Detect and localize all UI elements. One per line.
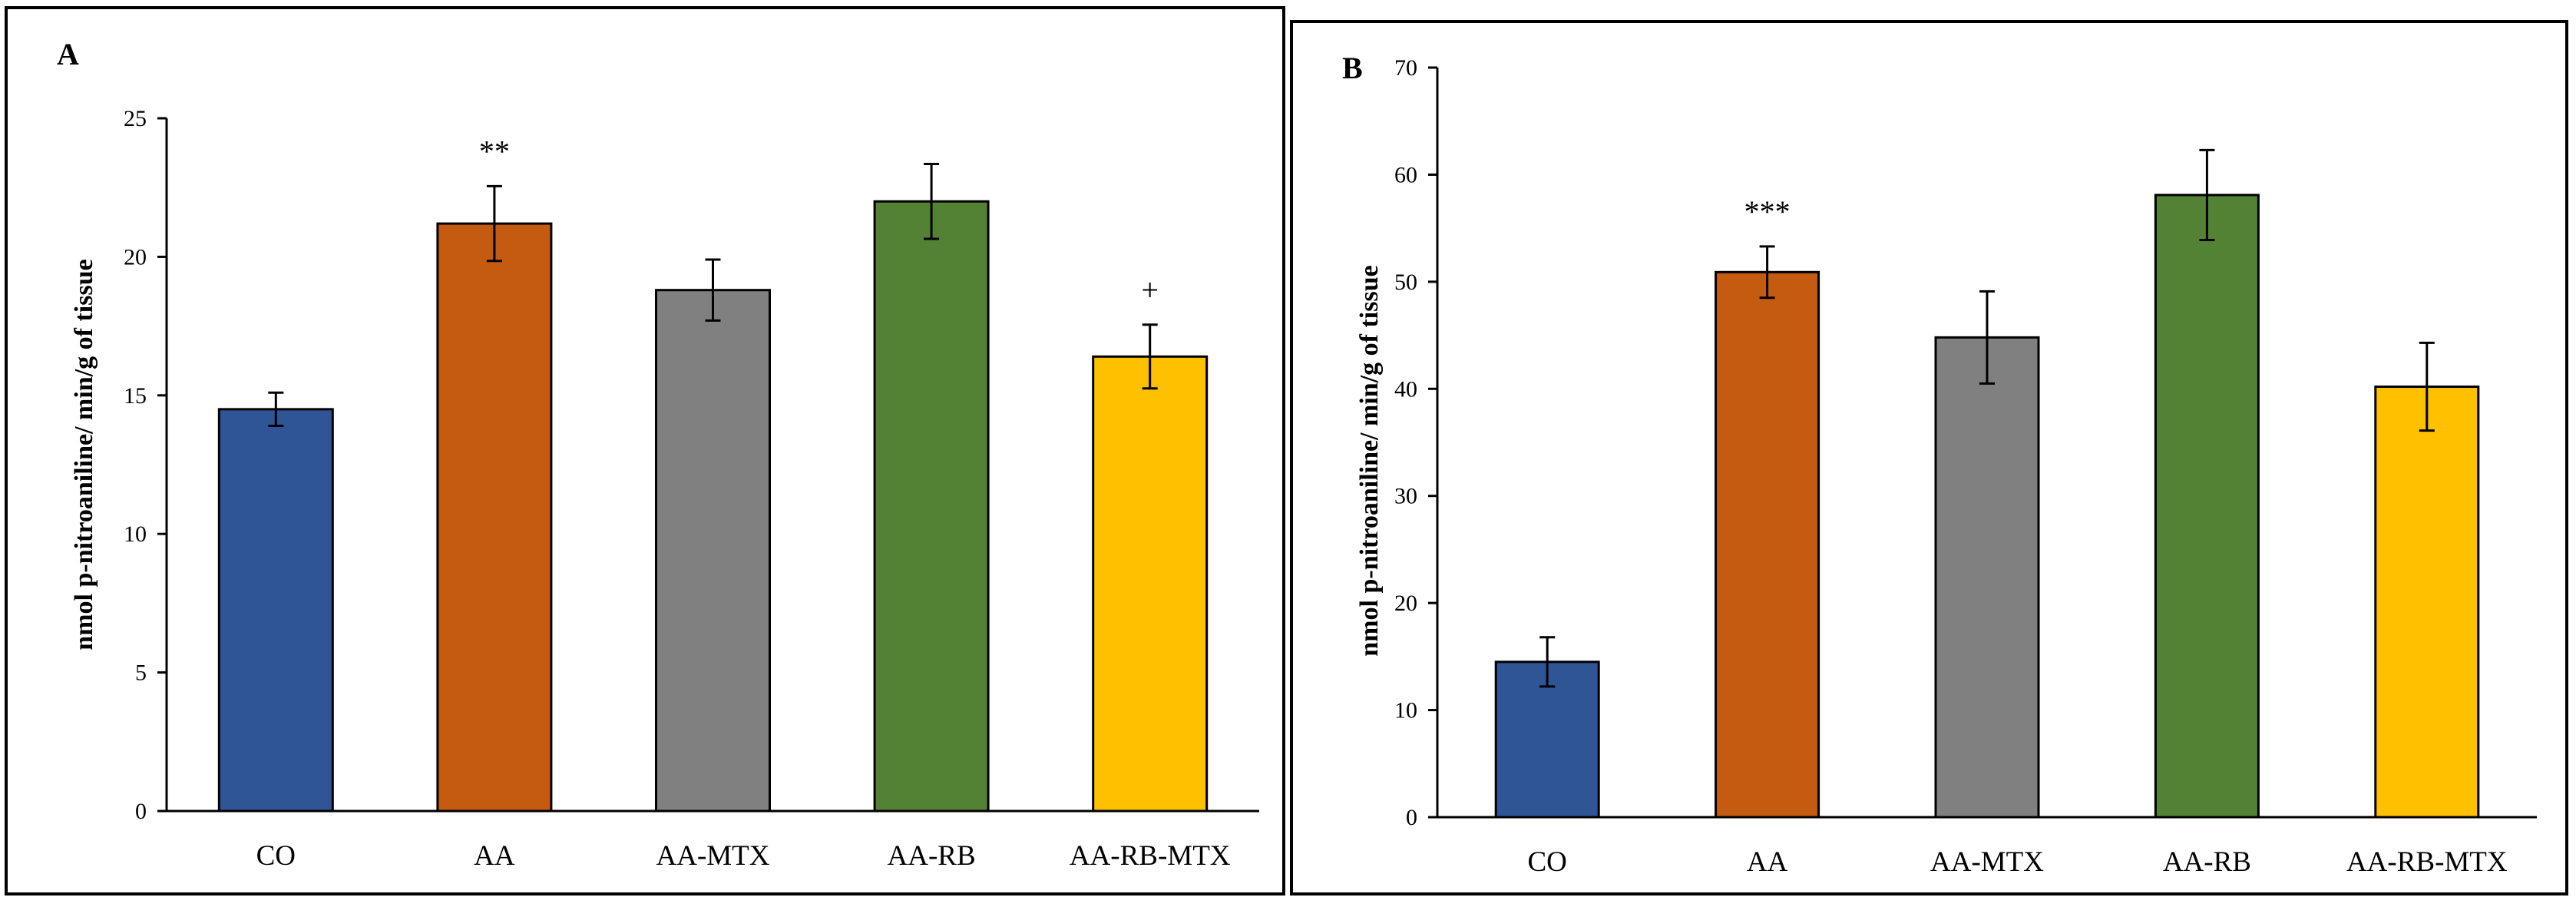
chart-a-significance-label: +	[1141, 273, 1159, 307]
chart-b-bar-aa-rb	[2154, 194, 2260, 819]
chart-b-bar-aa	[1715, 270, 1820, 819]
chart-a-bar-aa-mtx	[655, 289, 771, 813]
chart-b-significance-label: ***	[1744, 194, 1791, 229]
chart-a-y-tick-label: 20	[124, 244, 147, 270]
chart-b-y-tick-label: 20	[1394, 591, 1417, 616]
chart-b-y-tick-label: 40	[1394, 376, 1417, 402]
chart-b-bar-aa-rb-mtx	[2374, 385, 2480, 819]
chart-b-category-label: AA	[1747, 846, 1788, 878]
chart-b-y-axis-label: nmol p-nitroaniline/ min/g of tissue	[1355, 265, 1384, 656]
chart-b-plot: 0 10 20 30 40 50 60 70 CO *** AA AA-MTX AA-RB AA-RB-M…	[1394, 55, 2537, 878]
chart-b-y-tick-label: 10	[1394, 698, 1417, 723]
chart-b-y-tick-label: 0	[1406, 805, 1417, 830]
chart-a-y-axis-label: nmol p-nitroaniline/ min/g of tissue	[70, 259, 98, 650]
chart-a-significance-label: **	[479, 134, 510, 168]
chart-a-plot: 0 5 10 15 20 25 CO ** AA AA-MTX AA-RB + AA-RB-MTX	[124, 106, 1259, 872]
chart-a-y-tick-label: 0	[135, 799, 147, 824]
chart-b-category-label: AA-MTX	[1930, 846, 2044, 878]
chart-a-y-tick-label: 10	[124, 521, 147, 547]
chart-a-y-tick-label: 25	[124, 106, 147, 131]
chart-a-category-label: AA-RB-MTX	[1070, 840, 1231, 872]
chart-b-category-label: AA-RB-MTX	[2346, 846, 2508, 878]
chart-a-y-tick-label: 5	[135, 660, 147, 686]
chart-panel-a: A nmol p-nitroaniline/ min/g of tissue 0…	[5, 6, 1285, 895]
chart-b-panel-letter: B	[1342, 51, 1363, 85]
chart-b-y-tick-label: 60	[1394, 162, 1417, 187]
chart-b-y-tick-label: 30	[1394, 484, 1417, 509]
chart-a-category-label: AA-RB	[888, 840, 976, 872]
chart-panel-b: B nmol p-nitroaniline/ min/g of tissue 0…	[1290, 20, 2568, 895]
chart-b-svg: B nmol p-nitroaniline/ min/g of tissue 0…	[1342, 51, 2537, 878]
chart-a-category-label: AA	[474, 840, 515, 872]
chart-a-bar-aa-rb	[873, 200, 990, 813]
chart-b-bar-co	[1494, 660, 1600, 819]
chart-a-category-label: AA-MTX	[656, 840, 770, 872]
chart-a-y-tick-label: 15	[124, 383, 147, 409]
chart-a-svg: A nmol p-nitroaniline/ min/g of tissue 0…	[57, 37, 1259, 872]
chart-a-panel-letter: A	[57, 37, 79, 71]
chart-b-bar-aa-mtx	[1934, 336, 2040, 819]
chart-b-y-tick-label: 50	[1394, 270, 1417, 295]
chart-a-bar-aa	[436, 222, 553, 813]
chart-b-category-label: AA-RB	[2163, 846, 2251, 878]
chart-a-bar-co	[217, 408, 334, 813]
chart-b-category-label: CO	[1527, 846, 1566, 878]
chart-b-y-tick-label: 70	[1394, 55, 1417, 81]
chart-a-category-label: CO	[256, 840, 296, 872]
chart-a-bar-aa-rb-mtx	[1092, 355, 1209, 813]
